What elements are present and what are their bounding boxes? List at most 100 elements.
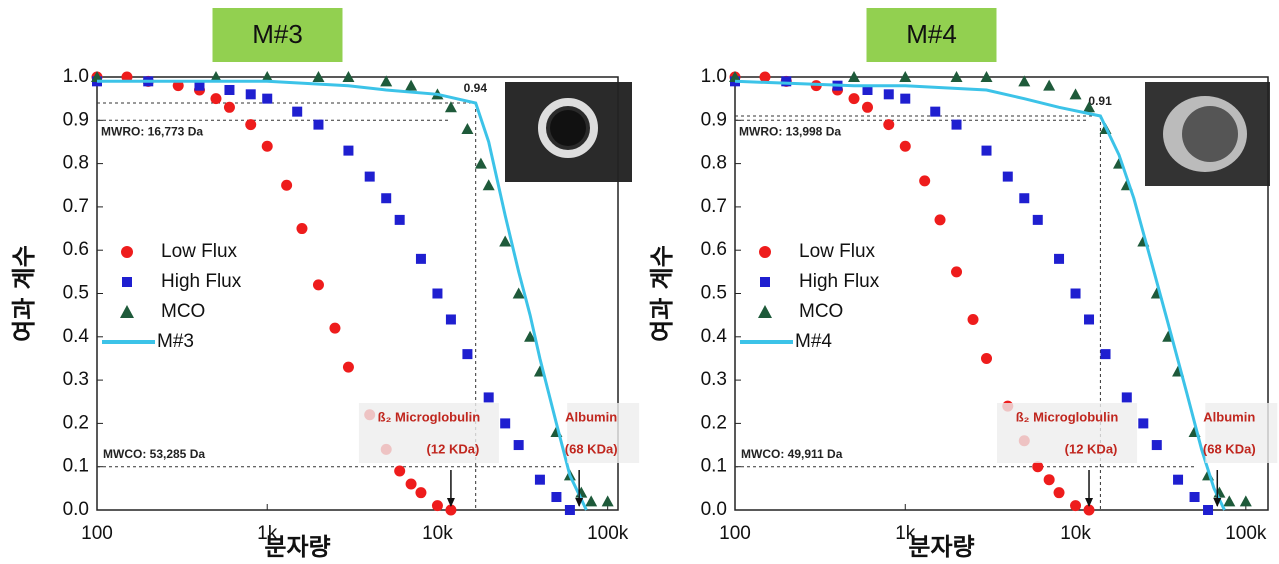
legend-label: M#3 xyxy=(157,331,194,352)
data-point xyxy=(512,287,525,299)
y-tick-label: 0.0 xyxy=(63,499,89,520)
data-point xyxy=(194,80,205,91)
data-point xyxy=(883,119,895,131)
data-point xyxy=(312,279,324,291)
data-point xyxy=(224,84,235,95)
data-point xyxy=(934,214,946,226)
y-tick-label: 0.6 xyxy=(63,239,89,260)
legend-label: M#4 xyxy=(795,331,832,352)
data-point xyxy=(91,71,103,82)
arrow-head xyxy=(446,498,455,507)
data-point xyxy=(1043,474,1055,486)
data-point xyxy=(585,495,598,507)
data-point xyxy=(172,80,184,92)
y-tick-label: 0.1 xyxy=(701,456,727,477)
data-point xyxy=(759,71,771,83)
data-point xyxy=(981,145,992,156)
marker-name: ß₂ Microglobulin xyxy=(378,409,481,424)
data-point xyxy=(513,440,524,451)
data-point xyxy=(862,84,873,95)
y-tick-label: 0.2 xyxy=(63,412,89,433)
marker-size: (68 KDa) xyxy=(565,441,618,456)
chart-title: M#4 xyxy=(906,19,957,49)
data-point xyxy=(210,93,222,105)
y-tick-label: 0.4 xyxy=(63,326,90,347)
data-point xyxy=(1203,505,1214,515)
data-point xyxy=(1138,418,1149,429)
data-point xyxy=(1173,474,1184,485)
data-point xyxy=(245,119,257,131)
data-point xyxy=(445,314,456,325)
y-axis-label: 여과 계수 xyxy=(10,245,38,342)
title-box xyxy=(212,8,343,62)
data-point xyxy=(474,157,487,169)
data-point xyxy=(261,140,273,152)
sem-inset xyxy=(505,82,1270,186)
data-point xyxy=(364,171,375,182)
data-point xyxy=(1189,492,1200,503)
mwro-rejection-label: 0.91 xyxy=(1088,94,1112,108)
mwco-label: MWCO: 49,911 Da xyxy=(741,447,843,461)
x-tick-label: 100 xyxy=(81,523,113,544)
mwro-rejection-label: 0.94 xyxy=(464,81,488,95)
legend-label: MCO xyxy=(161,301,205,322)
data-point xyxy=(861,101,873,113)
data-point xyxy=(1032,214,1043,225)
y-tick-label: 0.3 xyxy=(63,369,89,390)
mwco-label: MWCO: 53,285 Da xyxy=(103,447,205,461)
data-point xyxy=(444,101,457,113)
data-point xyxy=(919,175,931,187)
series-line xyxy=(97,79,588,511)
data-point xyxy=(1151,440,1162,451)
legend-swatch xyxy=(760,277,770,287)
data-point xyxy=(534,474,545,485)
data-point xyxy=(980,71,993,82)
data-point xyxy=(1054,253,1065,264)
legend-swatch xyxy=(121,246,133,258)
y-tick-label: 0.9 xyxy=(701,109,727,130)
x-axis-label: 분자량 xyxy=(908,533,974,561)
legend-swatch xyxy=(758,305,772,318)
data-point xyxy=(1070,500,1082,512)
data-point xyxy=(121,71,133,83)
data-point xyxy=(848,93,860,105)
data-point xyxy=(394,214,405,225)
data-point xyxy=(499,235,512,247)
data-point xyxy=(292,106,303,117)
marker-name: Albumin xyxy=(1203,409,1255,424)
y-tick-label: 0.0 xyxy=(701,499,727,520)
y-tick-label: 0.6 xyxy=(701,239,727,260)
data-point xyxy=(1053,487,1065,499)
data-point xyxy=(899,71,912,82)
data-point xyxy=(967,313,979,325)
data-point xyxy=(981,352,993,364)
chart-panel: M#4 0.0 0.1 0.2 0.3 0.4 0.5 0.6 0.7 0.8 0.9 1.0 100 1… xyxy=(648,8,1278,561)
data-point xyxy=(312,71,325,82)
x-tick-label: 10k xyxy=(422,523,453,544)
data-point xyxy=(405,79,418,91)
legend-label: Low Flux xyxy=(799,241,876,262)
chart-panel: M#3 0.0 0.1 0.2 0.3 0.4 0.5 0.6 0.7 0.8 0.9 1.0 100 1… xyxy=(10,8,640,561)
marker-label-bg xyxy=(567,403,640,463)
data-point xyxy=(462,349,473,360)
data-point xyxy=(1032,461,1044,473)
legend-label: Low Flux xyxy=(161,241,238,262)
marker-label-bg xyxy=(997,403,1138,463)
data-point xyxy=(930,106,941,117)
y-tick-label: 1.0 xyxy=(63,66,89,87)
marker-label-bg xyxy=(1205,403,1278,463)
data-point xyxy=(482,179,495,191)
data-point xyxy=(261,71,274,82)
x-tick-label: 100k xyxy=(587,523,629,544)
x-tick-label: 1k xyxy=(257,523,278,544)
y-tick-label: 0.1 xyxy=(63,456,89,477)
legend-swatch xyxy=(122,277,132,287)
y-axis-label: 여과 계수 xyxy=(648,245,676,342)
x-tick-label: 10k xyxy=(1060,523,1091,544)
y-tick-label: 0.7 xyxy=(701,196,727,217)
x-axis-label: 분자량 xyxy=(264,533,330,561)
marker-size: (12 KDa) xyxy=(427,441,480,456)
arrow-head xyxy=(1213,498,1222,507)
data-point xyxy=(313,119,324,130)
data-point xyxy=(1223,495,1236,507)
